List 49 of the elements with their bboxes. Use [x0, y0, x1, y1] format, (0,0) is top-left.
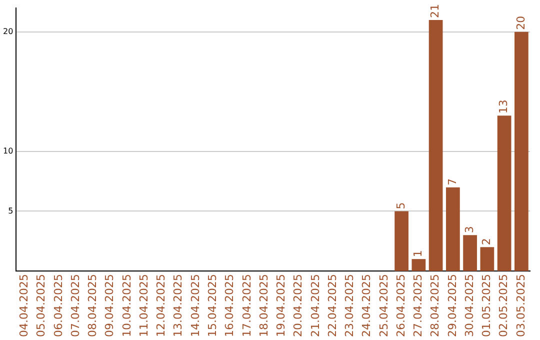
x-tick-label: 11.04.2025 [137, 274, 150, 338]
x-tick-label: 29.04.2025 [446, 274, 459, 338]
x-tick-label: 03.05.2025 [514, 274, 528, 338]
x-tick-label: 18.04.2025 [257, 274, 270, 338]
x-tick-label: 09.04.2025 [103, 274, 116, 338]
x-tick-label: 24.04.2025 [360, 274, 374, 338]
y-tick-label: 20 [2, 26, 14, 36]
y-tick-label: 10 [2, 146, 14, 156]
data-label: 13 [497, 100, 510, 114]
x-tick-label: 08.04.2025 [86, 274, 100, 338]
x-tick-label: 13.04.2025 [172, 274, 185, 338]
data-label: 21 [428, 4, 442, 18]
data-label: 3 [462, 226, 476, 234]
x-tick-label: 30.04.2025 [462, 274, 476, 338]
x-tick-label: 28.04.2025 [428, 274, 442, 338]
data-label: 2 [480, 238, 494, 246]
x-tick-label: 25.04.2025 [377, 274, 390, 338]
x-tick-label: 26.04.2025 [394, 274, 408, 338]
x-tick-label: 04.04.2025 [18, 274, 31, 338]
bar [514, 32, 528, 272]
data-label: 1 [412, 250, 425, 258]
x-tick-label: 10.04.2025 [120, 274, 134, 338]
x-tick-label: 01.05.2025 [480, 274, 494, 338]
data-label: 5 [394, 202, 408, 210]
x-tick-label: 02.05.2025 [497, 274, 510, 338]
bar [497, 116, 512, 272]
x-tick-label: 20.04.2025 [292, 274, 305, 338]
x-tick-label: 23.04.2025 [343, 274, 356, 338]
y-tick-label: 5 [8, 206, 14, 216]
bar [446, 187, 460, 272]
x-tick-label: 17.04.2025 [240, 274, 254, 338]
data-label: 20 [514, 16, 528, 30]
x-tick-label: 27.04.2025 [412, 274, 425, 338]
x-tick-label: 07.04.2025 [68, 274, 82, 338]
x-tick-label: 14.04.2025 [188, 274, 202, 338]
bar [480, 247, 494, 272]
bar [428, 20, 443, 272]
x-tick-label: 22.04.2025 [326, 274, 339, 338]
x-tick-label: 19.04.2025 [274, 274, 288, 338]
bar [412, 259, 426, 272]
x-tick-label: 15.04.2025 [206, 274, 220, 338]
bar [463, 235, 477, 272]
x-tick-label: 05.04.2025 [34, 274, 48, 338]
bar [394, 211, 408, 272]
x-tick-label: 12.04.2025 [154, 274, 168, 338]
x-tick-label: 16.04.2025 [223, 274, 236, 338]
x-tick-label: 06.04.2025 [52, 274, 65, 338]
x-tick-label: 21.04.2025 [308, 274, 322, 338]
data-label: 7 [446, 178, 459, 186]
